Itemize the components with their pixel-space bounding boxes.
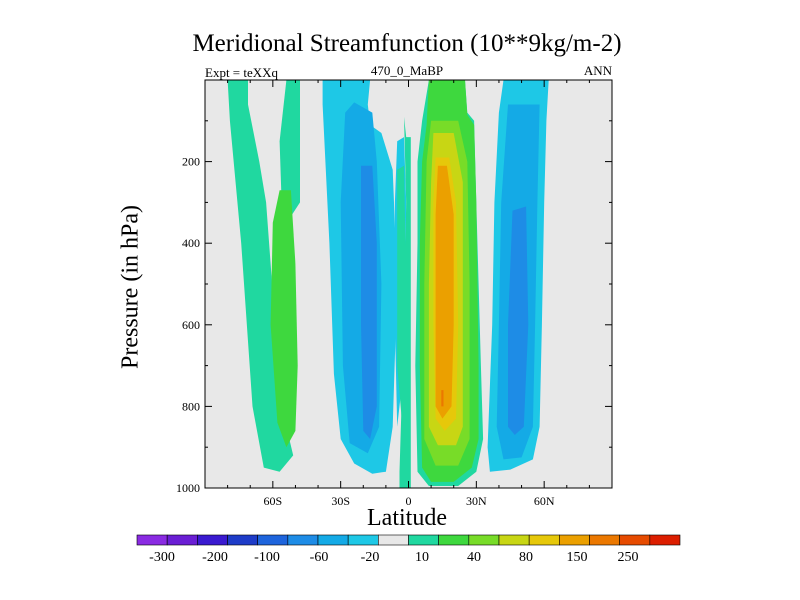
- y-tick-label: 200: [182, 155, 200, 169]
- colorbar-swatch: [649, 534, 681, 546]
- contour-region: [508, 206, 529, 435]
- colorbar-swatch: [287, 534, 319, 546]
- chart-title: Meridional Streamfunction (10**9kg/m-2): [192, 30, 622, 57]
- y-tick-label: 800: [182, 399, 200, 413]
- colorbar-label: -200: [202, 550, 228, 565]
- x-tick-label: 30N: [466, 494, 487, 508]
- colorbar-swatch: [438, 534, 470, 546]
- x-axis-label: Latitude: [367, 505, 447, 531]
- colorbar-swatch: [317, 534, 349, 546]
- contour-region: [397, 165, 407, 419]
- colorbar-label: 250: [618, 550, 639, 565]
- colorbar-label: 10: [415, 550, 429, 565]
- x-tick-label: 60S: [263, 494, 282, 508]
- colorbar-swatch: [559, 534, 590, 546]
- colorbar-swatch: [257, 534, 289, 546]
- colorbar-swatch: [197, 534, 228, 546]
- colorbar-swatch: [589, 534, 620, 546]
- contour-region: [361, 165, 377, 439]
- colorbar-swatch: [468, 534, 500, 546]
- colorbar-swatch: [347, 534, 379, 546]
- x-tick-label: 30S: [331, 494, 350, 508]
- colorbar-swatch: [498, 534, 530, 546]
- season-label: ANN: [583, 63, 612, 78]
- contour-region: [279, 80, 300, 227]
- time-label: 470_0_MaBP: [370, 63, 444, 78]
- contour-region: [435, 165, 454, 419]
- colorbar-label: -60: [310, 550, 329, 565]
- colorbar-swatch: [227, 534, 258, 546]
- colorbar-label: -300: [149, 550, 175, 565]
- colorbar-label: -20: [361, 550, 380, 565]
- colorbar-label: 150: [567, 550, 588, 565]
- contour-region: [399, 116, 411, 488]
- colorbar-label: 80: [519, 550, 533, 565]
- colorbar-swatch: [166, 534, 198, 546]
- colorbar-swatch: [408, 534, 439, 546]
- y-tick-label: 1000: [176, 481, 200, 495]
- x-tick-label: 0: [406, 494, 412, 508]
- x-tick-label: 60N: [534, 494, 555, 508]
- contour-region: [270, 190, 298, 448]
- y-tick-label: 600: [182, 318, 200, 332]
- contour-region: [441, 390, 444, 407]
- experiment-label: Expt = teXXq: [205, 65, 279, 80]
- colorbar-swatch: [528, 534, 560, 546]
- y-tick-label: 400: [182, 236, 200, 250]
- colorbar-swatch: [136, 534, 168, 546]
- colorbar-swatch: [619, 534, 651, 546]
- colorbar-label: 40: [467, 550, 481, 565]
- colorbar-swatch: [378, 534, 409, 546]
- colorbar-label: -100: [254, 550, 280, 565]
